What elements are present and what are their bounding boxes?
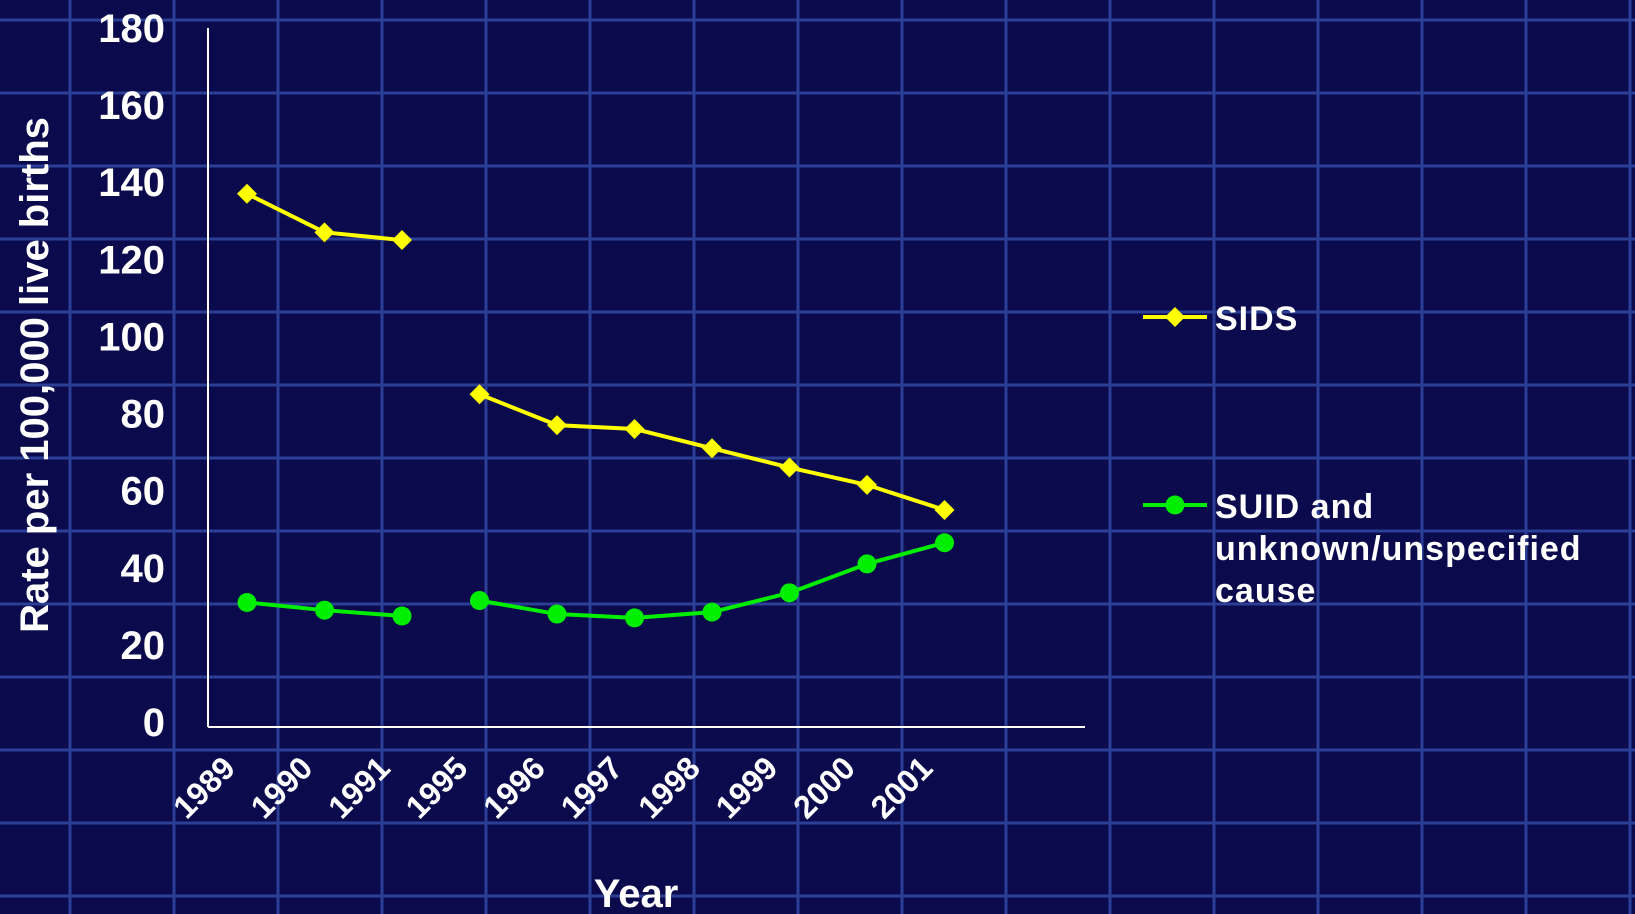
data-point [702, 438, 722, 459]
data-point [857, 474, 877, 495]
legend-label: unknown/unspecified [1215, 530, 1582, 568]
y-tick-label: 180 [98, 7, 165, 51]
data-point [934, 499, 955, 520]
data-point [315, 600, 334, 620]
legend-marker [1165, 495, 1185, 515]
x-tick-label: 1997 [554, 749, 630, 825]
x-tick-label: 1998 [631, 749, 707, 825]
y-tick-label: 60 [121, 470, 166, 514]
series-1 [237, 533, 954, 628]
data-point [625, 608, 644, 628]
x-tick-label: 1990 [244, 749, 320, 825]
x-tick-labels: 1989 1990 1991 1995 1996 1997 1998 1999 2000 2001 [166, 749, 939, 825]
data-point [702, 602, 722, 622]
y-axis-label: Rate per 100,000 live births [13, 117, 57, 633]
data-point [547, 604, 567, 624]
y-tick-label: 160 [98, 84, 165, 128]
data-point [624, 418, 645, 439]
x-tick-label: 1991 [321, 749, 397, 825]
y-tick-label: 40 [121, 547, 166, 591]
legend-label: SIDS [1215, 300, 1298, 338]
legend-item: SIDS [1143, 300, 1298, 338]
y-tick-label: 20 [121, 624, 166, 668]
y-tick-label: 80 [121, 393, 166, 437]
y-tick-label: 100 [98, 315, 165, 359]
data-point [392, 230, 412, 251]
data-point [935, 533, 954, 553]
data-point [780, 583, 799, 603]
x-tick-label: 1995 [399, 749, 475, 825]
x-tick-label: 1996 [476, 749, 552, 825]
data-point [547, 415, 567, 436]
data-point [469, 384, 490, 405]
y-tick-label: 140 [98, 161, 165, 205]
data-point [237, 183, 257, 204]
series-0 [237, 183, 955, 520]
data-point [314, 222, 335, 243]
x-tick-label: 1999 [709, 749, 785, 825]
legend-marker [1165, 307, 1185, 327]
y-tick-labels: 0 20 40 60 80 100 120 140 160 180 [98, 7, 165, 745]
legend-label: SUID and [1215, 488, 1374, 526]
legend: SIDS SUID and unknown/unspecified cause [1143, 300, 1582, 610]
data-point [779, 457, 800, 478]
data-point [237, 592, 257, 612]
x-tick-label: 1989 [166, 749, 242, 825]
y-tick-label: 0 [143, 701, 165, 745]
data-point [392, 606, 412, 626]
data-point [857, 554, 877, 574]
y-tick-label: 120 [98, 238, 165, 282]
data-point [470, 591, 489, 611]
legend-label: cause [1215, 572, 1316, 610]
x-axis-label: Year [594, 872, 679, 914]
series-layer [237, 183, 955, 628]
legend-item: SUID and unknown/unspecified cause [1143, 488, 1582, 610]
